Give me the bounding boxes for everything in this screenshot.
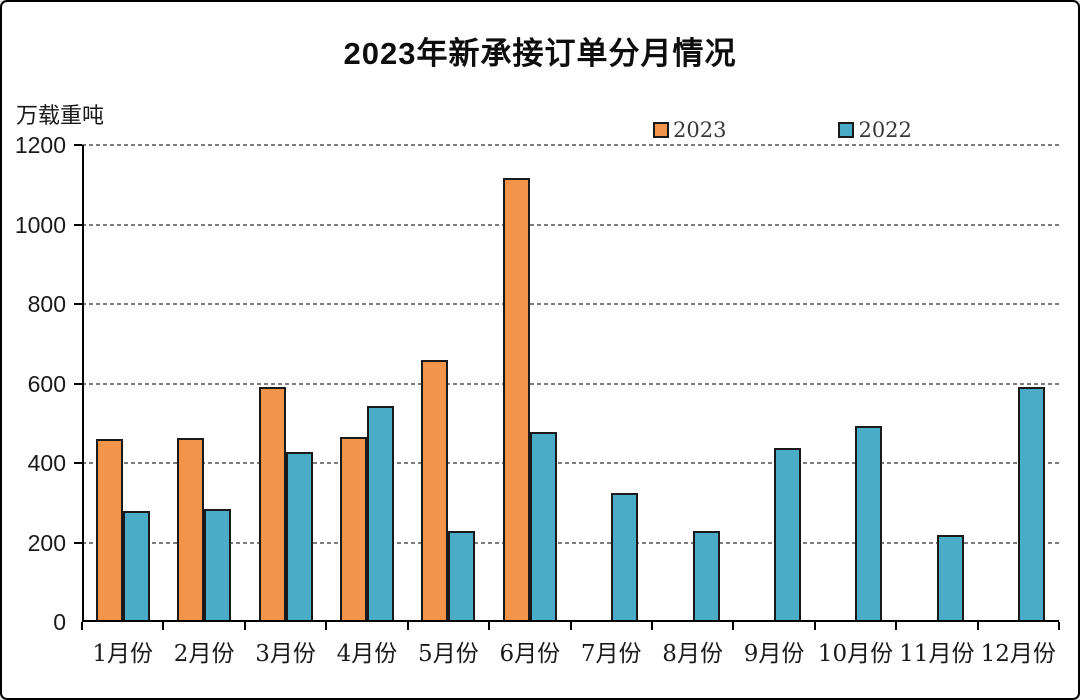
x-tick-1	[162, 622, 165, 630]
x-tick-5	[488, 622, 491, 630]
x-label-3月: 3月份	[255, 641, 316, 667]
legend-item-2022: 2022	[838, 118, 912, 142]
bar-2023-6月份	[502, 178, 530, 622]
gridline-1000	[82, 223, 1059, 226]
x-tick-2	[243, 622, 246, 630]
y-tick-label-400: 400	[27, 450, 66, 476]
x-label-2月: 2月份	[173, 641, 235, 667]
x-tick-3	[325, 622, 328, 630]
bar-2022-10月份	[855, 426, 883, 622]
bar-2023-5月份	[421, 360, 449, 622]
gridline-1200	[82, 144, 1059, 146]
legend-label-2023: 2023	[673, 118, 727, 142]
x-label-1月: 1月份	[92, 641, 154, 667]
y-axis-unit-label: 万载重吨	[16, 103, 105, 128]
y-tick-label-1200: 1200	[14, 132, 66, 158]
x-tick-12	[1058, 622, 1060, 630]
y-tick-label-600: 600	[27, 370, 66, 397]
bar-2022-3月份	[285, 452, 313, 622]
x-label-12月: 12月份	[980, 641, 1056, 667]
bar-2023-3月份	[258, 387, 286, 622]
x-tick-0	[81, 622, 83, 630]
gridline-400	[82, 462, 1059, 464]
bar-2022-11月份	[936, 535, 964, 622]
x-label-7月: 7月份	[580, 641, 642, 667]
bar-2022-12月份	[1018, 387, 1046, 622]
y-tick-label-1000: 1000	[14, 211, 66, 238]
x-label-8月: 8月份	[662, 641, 723, 667]
y-tick-400	[74, 462, 82, 464]
chart-title: 2023年新承接订单分月情况	[343, 36, 737, 71]
y-axis-line	[82, 145, 84, 622]
x-label-9月: 9月份	[743, 641, 805, 667]
bar-2022-1月份	[122, 511, 150, 622]
x-label-10月: 10月份	[817, 641, 894, 667]
y-tick-1000	[74, 223, 82, 226]
bar-2022-7月份	[611, 493, 639, 622]
x-axis-line	[82, 620, 1059, 622]
bar-2022-6月份	[529, 432, 557, 622]
bar-2022-2月份	[204, 509, 232, 622]
bar-2023-4月份	[339, 437, 367, 622]
y-tick-200	[74, 541, 82, 544]
x-tick-6	[569, 622, 572, 630]
gridline-600	[82, 382, 1059, 385]
legend: 2023 2022	[653, 118, 912, 142]
gridline-200	[82, 541, 1059, 544]
bar-2022-8月份	[692, 531, 720, 622]
bar-2022-5月份	[448, 531, 476, 622]
legend-item-2023: 2023	[653, 118, 727, 142]
x-label-5月: 5月份	[418, 641, 479, 667]
y-tick-label-0: 0	[53, 609, 66, 635]
x-label-6月: 6月份	[499, 641, 561, 667]
bar-2023-1月份	[95, 439, 123, 622]
x-tick-9	[813, 622, 816, 630]
y-tick-label-800: 800	[27, 291, 66, 317]
y-tick-label-200: 200	[27, 529, 66, 556]
y-tick-800	[74, 303, 82, 305]
x-tick-11	[976, 622, 979, 630]
x-tick-10	[895, 622, 898, 630]
legend-swatch-2022	[838, 122, 855, 138]
x-label-4月: 4月份	[336, 641, 398, 667]
legend-label-2022: 2022	[858, 118, 912, 142]
x-tick-4	[406, 622, 409, 630]
x-label-11月: 11月份	[899, 641, 975, 667]
gridline-800	[82, 303, 1059, 305]
x-tick-7	[650, 622, 653, 630]
y-tick-600	[74, 382, 82, 385]
bar-2023-2月份	[177, 438, 205, 622]
y-tick-1200	[74, 144, 82, 146]
bar-2022-9月份	[774, 448, 802, 622]
plot-area	[74, 144, 1060, 630]
legend-swatch-2023	[653, 122, 669, 138]
x-tick-8	[732, 622, 735, 630]
bar-2022-4月份	[366, 406, 394, 622]
